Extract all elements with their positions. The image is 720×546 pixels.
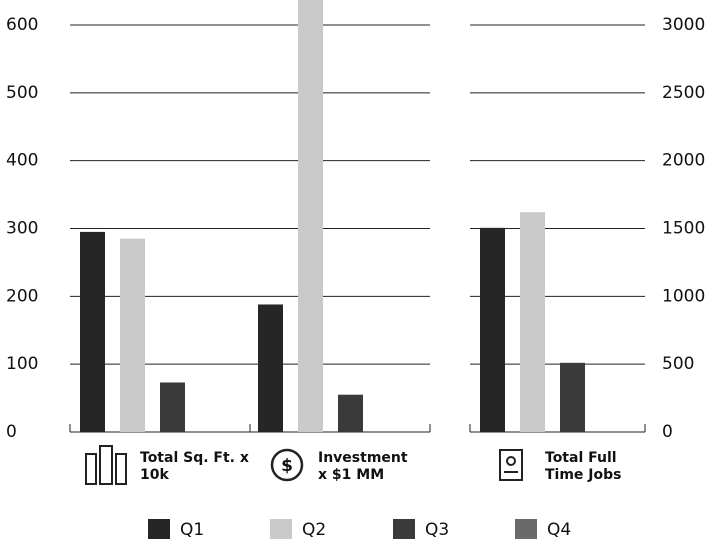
bar <box>120 238 145 432</box>
legend-label: Q4 <box>547 520 571 540</box>
bar <box>298 0 323 432</box>
icon-building <box>85 445 127 485</box>
icon-dollar: $ <box>270 448 304 482</box>
y-tick-label: 400 <box>6 151 38 171</box>
legend-swatch <box>270 519 292 539</box>
y2-tick-label: 2500 <box>662 83 705 103</box>
y2-tick-label: 0 <box>662 422 673 442</box>
bar <box>520 212 545 432</box>
legend-label: Q1 <box>180 520 204 540</box>
bar <box>480 227 505 432</box>
bar <box>338 394 363 432</box>
y2-tick-label: 1000 <box>662 286 705 306</box>
y2-tick-label: 3000 <box>662 15 705 35</box>
y2-tick-label: 2000 <box>662 151 705 171</box>
y-tick-label: 500 <box>6 83 38 103</box>
bar <box>160 382 185 432</box>
legend-label: Q3 <box>425 520 449 540</box>
y-tick-label: 300 <box>6 219 38 239</box>
y2-tick-label: 1500 <box>662 219 705 239</box>
bar <box>560 362 585 432</box>
legend-swatch <box>393 519 415 539</box>
icon-clipboard <box>499 449 523 481</box>
y2-tick-label: 500 <box>662 354 694 374</box>
legend-swatch <box>515 519 537 539</box>
y-tick-label: 100 <box>6 354 38 374</box>
category-label: Total Full Time Jobs <box>545 450 622 483</box>
category-label: Total Sq. Ft. x 10k <box>140 450 249 483</box>
legend-swatch <box>148 519 170 539</box>
legend-label: Q2 <box>302 520 326 540</box>
category-label: Investment x $1 MM <box>318 450 408 483</box>
svg-text:$: $ <box>281 456 293 476</box>
y-tick-label: 0 <box>6 422 17 442</box>
y-tick-label: 200 <box>6 286 38 306</box>
y-tick-label: 600 <box>6 15 38 35</box>
bar <box>258 304 283 432</box>
bar <box>80 231 105 432</box>
